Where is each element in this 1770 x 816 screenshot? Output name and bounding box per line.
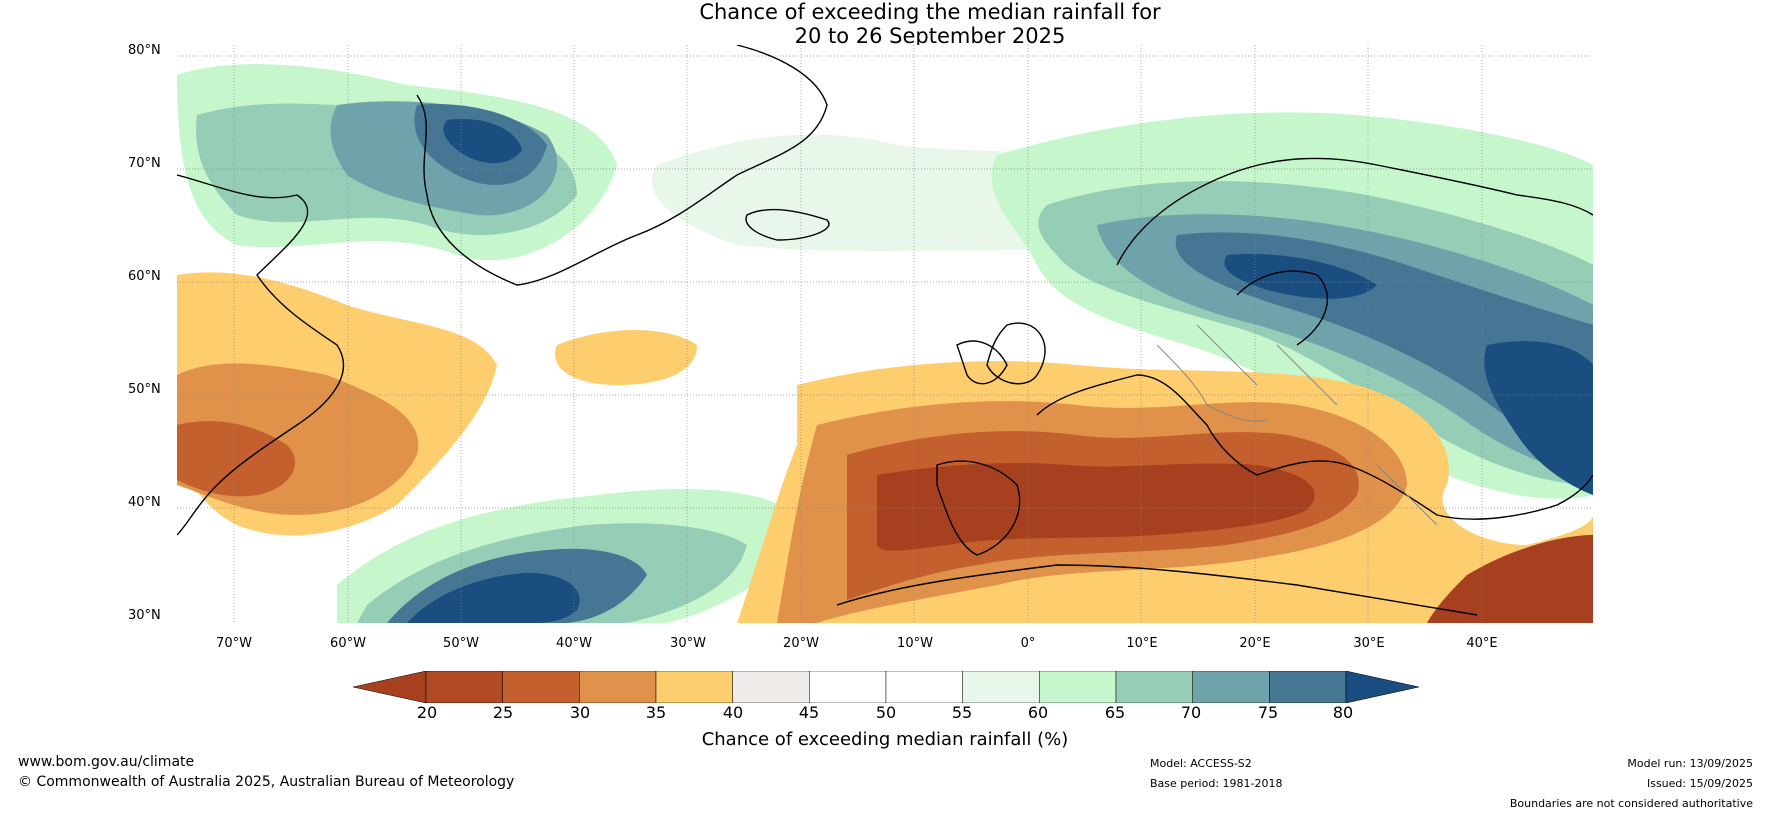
colorbar-segment [425, 670, 503, 704]
copyright-text: © Commonwealth of Australia 2025, Austra… [18, 774, 515, 790]
country-boundaries [1156, 324, 1438, 526]
lat-label-70n: 70°N [128, 156, 161, 171]
colorbar-segment [655, 670, 733, 704]
colorbar-segment [962, 670, 1040, 704]
title-line-2: 20 to 26 September 2025 [794, 24, 1066, 48]
lat-label-50n: 50°N [128, 382, 161, 397]
model-text: Model: ACCESS-S2 [1150, 757, 1252, 770]
map-svg [176, 44, 1594, 623]
lat-label-40n: 40°N [128, 495, 161, 510]
colorbar-extend-low [352, 670, 427, 704]
colorbar-tick: 60 [1027, 703, 1049, 722]
website-link[interactable]: www.bom.gov.au/climate [18, 754, 195, 770]
lat-label-30n: 30°N [128, 608, 161, 623]
issued-text: Issued: 15/09/2025 [1646, 777, 1753, 790]
colorbar-svg [352, 670, 1420, 704]
colorbar-tick: 50 [875, 703, 897, 722]
lon-label-40e: 40°E [1466, 636, 1498, 651]
base-period-text: Base period: 1981-2018 [1150, 777, 1283, 790]
lat-label-60n: 60°N [128, 269, 161, 284]
colorbar-tick: 65 [1104, 703, 1126, 722]
colorbar-segment [809, 670, 887, 704]
colorbar-segment [732, 670, 810, 704]
lon-label-40w: 40°W [556, 636, 592, 651]
colorbar [352, 670, 1420, 704]
colorbar-tick: 35 [645, 703, 667, 722]
colorbar-segment [885, 670, 963, 704]
lon-label-0: 0° [1020, 636, 1036, 651]
model-run-text: Model run: 13/09/2025 [1627, 757, 1753, 770]
colorbar-extend-high [1345, 670, 1420, 704]
lat-label-80n: 80°N [128, 43, 161, 58]
colorbar-segment [1192, 670, 1270, 704]
lon-label-20e: 20°E [1239, 636, 1271, 651]
colorbar-segment [1115, 670, 1193, 704]
lon-label-60w: 60°W [330, 636, 366, 651]
colorbar-tick: 40 [722, 703, 744, 722]
map-title: Chance of exceeding the median rainfall … [0, 0, 1770, 48]
colorbar-segment [502, 670, 580, 704]
title-line-1: Chance of exceeding the median rainfall … [699, 0, 1161, 24]
colorbar-segment [579, 670, 657, 704]
lon-label-70w: 70°W [216, 636, 252, 651]
disclaimer-text: Boundaries are not considered authoritat… [1509, 797, 1753, 810]
lon-label-30e: 30°E [1353, 636, 1385, 651]
colorbar-label: Chance of exceeding median rainfall (%) [701, 729, 1069, 750]
lon-label-50w: 50°W [443, 636, 479, 651]
colorbar-tick: 20 [416, 703, 438, 722]
probability-fields [177, 64, 1593, 623]
lon-label-10e: 10°E [1126, 636, 1158, 651]
colorbar-tick: 70 [1180, 703, 1202, 722]
colorbar-tick: 30 [569, 703, 591, 722]
rainfall-map [176, 44, 1594, 623]
lon-label-10w: 10°W [897, 636, 933, 651]
colorbar-tick: 45 [798, 703, 820, 722]
colorbar-tick: 75 [1257, 703, 1279, 722]
colorbar-segment [1039, 670, 1117, 704]
colorbar-tick: 55 [951, 703, 973, 722]
map-gridlines [177, 45, 1593, 623]
lon-label-20w: 20°W [783, 636, 819, 651]
coastlines [176, 44, 1594, 616]
colorbar-tick: 80 [1332, 703, 1354, 722]
colorbar-segment [1269, 670, 1347, 704]
colorbar-tick: 25 [492, 703, 514, 722]
lon-label-30w: 30°W [670, 636, 706, 651]
